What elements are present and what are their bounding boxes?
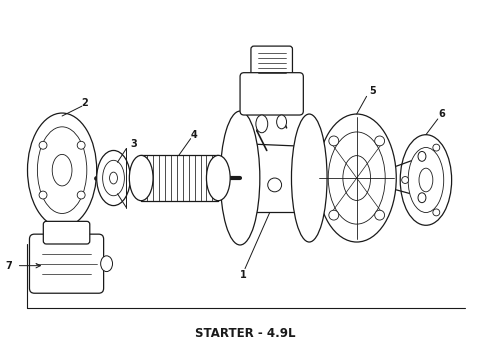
Ellipse shape	[39, 141, 47, 149]
Ellipse shape	[433, 144, 440, 151]
Text: 7: 7	[5, 261, 12, 271]
FancyBboxPatch shape	[29, 234, 103, 293]
Text: 6: 6	[439, 109, 445, 119]
Text: 4: 4	[190, 130, 197, 140]
Ellipse shape	[77, 191, 85, 199]
Ellipse shape	[343, 156, 370, 201]
Text: 2: 2	[81, 98, 88, 108]
Ellipse shape	[402, 176, 409, 184]
Ellipse shape	[268, 178, 282, 192]
FancyBboxPatch shape	[43, 221, 90, 244]
Ellipse shape	[256, 115, 268, 133]
Ellipse shape	[129, 156, 153, 201]
Polygon shape	[141, 156, 219, 201]
Ellipse shape	[102, 160, 124, 196]
Ellipse shape	[220, 111, 260, 245]
Ellipse shape	[37, 127, 87, 213]
Ellipse shape	[110, 172, 118, 184]
Text: 1: 1	[240, 270, 246, 279]
Ellipse shape	[329, 210, 339, 220]
Ellipse shape	[418, 152, 426, 161]
Ellipse shape	[418, 193, 426, 203]
Ellipse shape	[206, 156, 230, 201]
FancyBboxPatch shape	[251, 46, 293, 80]
Ellipse shape	[317, 114, 396, 242]
Text: 5: 5	[369, 86, 376, 96]
Ellipse shape	[39, 191, 47, 199]
Ellipse shape	[52, 154, 72, 186]
Ellipse shape	[400, 135, 452, 225]
Text: 3: 3	[130, 139, 137, 149]
Ellipse shape	[329, 136, 339, 146]
Ellipse shape	[100, 256, 113, 271]
Ellipse shape	[292, 114, 327, 242]
Ellipse shape	[328, 132, 385, 224]
Ellipse shape	[419, 168, 433, 192]
Ellipse shape	[408, 148, 444, 212]
Text: STARTER - 4.9L: STARTER - 4.9L	[195, 327, 295, 340]
Ellipse shape	[27, 113, 97, 227]
Ellipse shape	[77, 141, 85, 149]
Ellipse shape	[433, 209, 440, 216]
Polygon shape	[240, 144, 309, 212]
Ellipse shape	[375, 210, 385, 220]
Ellipse shape	[277, 115, 287, 129]
Ellipse shape	[97, 150, 130, 206]
FancyBboxPatch shape	[240, 73, 303, 115]
Ellipse shape	[375, 136, 385, 146]
